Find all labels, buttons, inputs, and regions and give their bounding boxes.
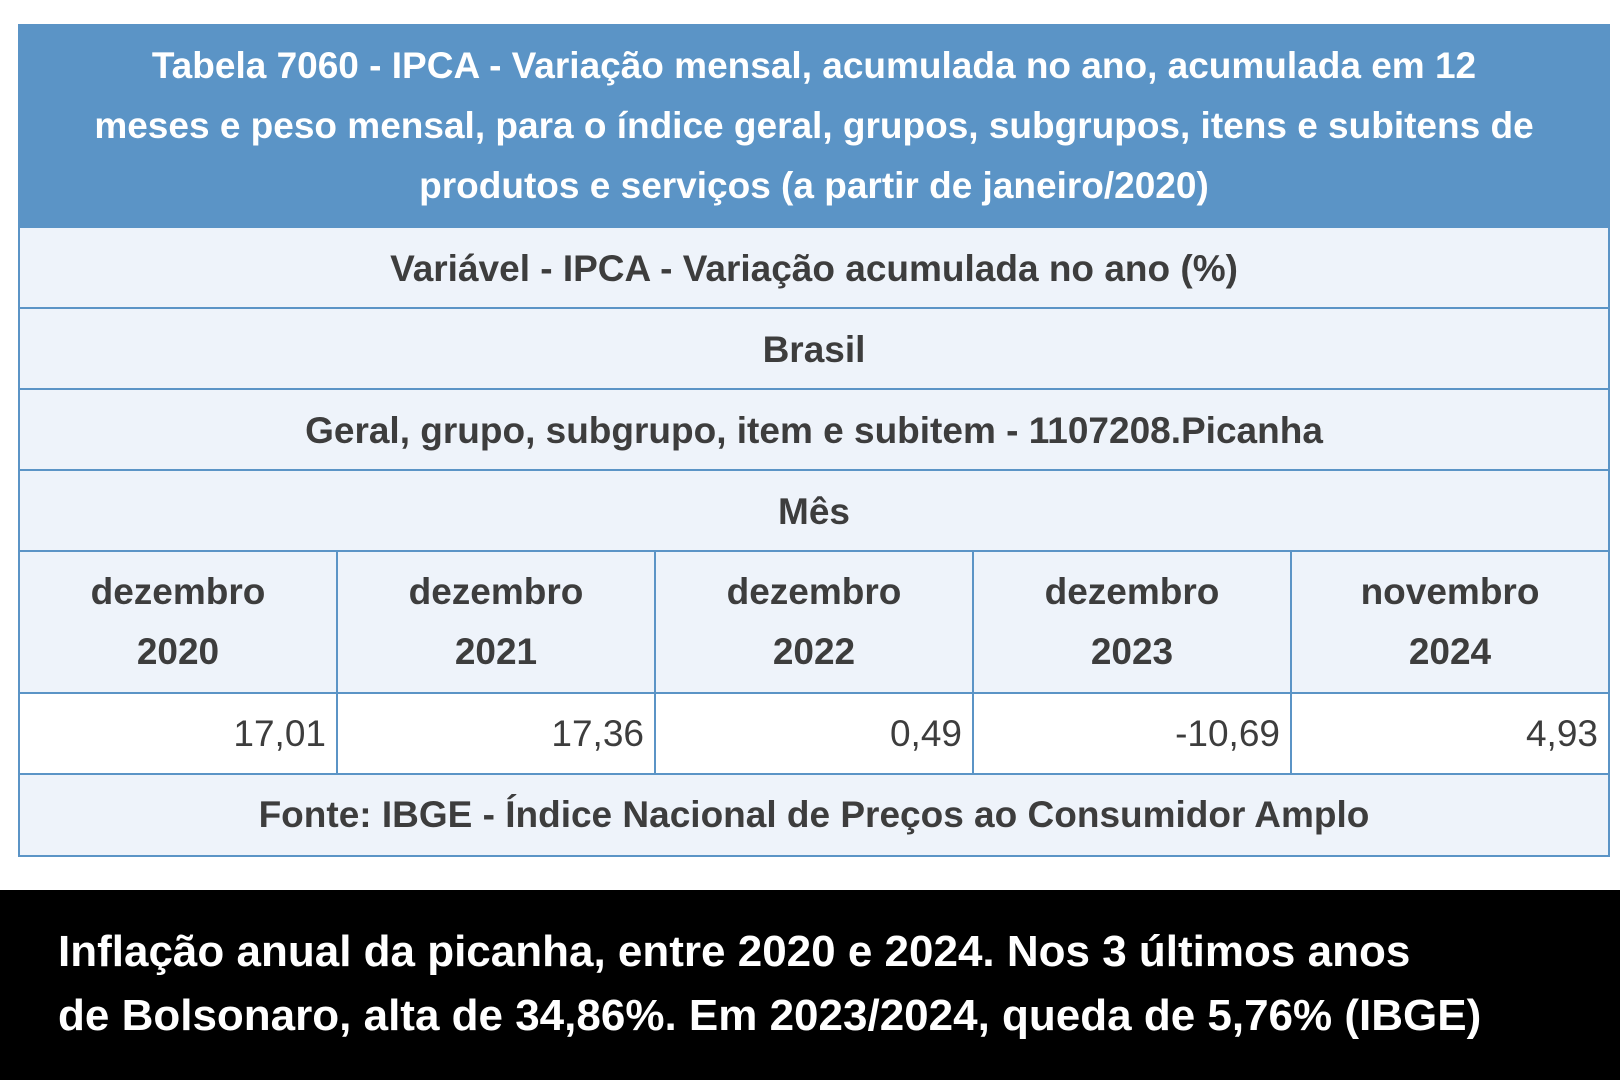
column-month: dezembro	[1044, 571, 1220, 612]
period-header-row: Mês	[20, 469, 1608, 550]
column-month: novembro	[1360, 571, 1540, 612]
values-row: 17,01 17,36 0,49 -10,69 4,93	[20, 692, 1608, 773]
column-year: 2023	[1090, 631, 1174, 672]
variable-row: Variável - IPCA - Variação acumulada no …	[20, 226, 1608, 307]
column-header: dezembro 2023	[972, 552, 1290, 692]
source-row: Fonte: IBGE - Índice Nacional de Preços …	[20, 773, 1608, 855]
column-header: dezembro 2020	[20, 552, 336, 692]
column-year: 2024	[1408, 631, 1492, 672]
table-title-line-3: produtos e serviços (a partir de janeiro…	[419, 165, 1209, 206]
caption-bar: Inflação anual da picanha, entre 2020 e …	[0, 890, 1620, 1080]
value-cell: 0,49	[654, 694, 972, 773]
column-month: dezembro	[726, 571, 902, 612]
value-cell: 4,93	[1290, 694, 1608, 773]
ipca-table: Tabela 7060 - IPCA - Variação mensal, ac…	[18, 24, 1610, 857]
value-cell: 17,01	[20, 694, 336, 773]
value-cell: -10,69	[972, 694, 1290, 773]
column-year: 2022	[772, 631, 856, 672]
column-month: dezembro	[90, 571, 266, 612]
column-year: 2020	[136, 631, 220, 672]
table-title: Tabela 7060 - IPCA - Variação mensal, ac…	[20, 26, 1608, 226]
value-cell: 17,36	[336, 694, 654, 773]
column-year: 2021	[454, 631, 538, 672]
column-header: dezembro 2021	[336, 552, 654, 692]
table-title-line-2: meses e peso mensal, para o índice geral…	[94, 105, 1534, 146]
item-row: Geral, grupo, subgrupo, item e subitem -…	[20, 388, 1608, 469]
column-month: dezembro	[408, 571, 584, 612]
column-header: novembro 2024	[1290, 552, 1608, 692]
caption-line-2: de Bolsonaro, alta de 34,86%. Em 2023/20…	[58, 991, 1482, 1040]
caption-line-1: Inflação anual da picanha, entre 2020 e …	[58, 927, 1411, 976]
column-header: dezembro 2022	[654, 552, 972, 692]
region-row: Brasil	[20, 307, 1608, 388]
column-headers: dezembro 2020 dezembro 2021 dezembro 2022 d…	[20, 550, 1608, 692]
table-title-line-1: Tabela 7060 - IPCA - Variação mensal, ac…	[151, 45, 1477, 86]
